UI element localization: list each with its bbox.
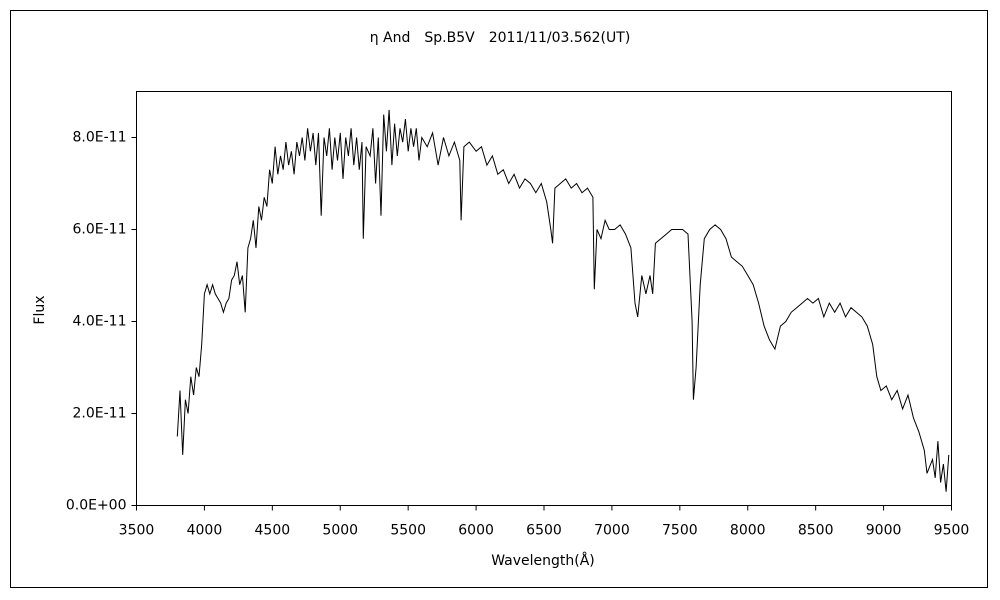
x-tick-label: 3500 [119,523,155,539]
x-tick-label: 6500 [526,523,562,539]
x-tick-label: 8000 [730,523,766,539]
x-tick-label: 5500 [390,523,426,539]
x-tick-label: 8500 [798,523,834,539]
x-tick-label: 9500 [934,523,970,539]
y-tick-label: 0.0E+00 [66,498,127,514]
spectrum-line [176,109,950,492]
x-tick-label: 7000 [594,523,630,539]
chart-title: η And Sp.B5V 2011/11/03.562(UT) [370,30,631,46]
y-tick-label: 6.0E-11 [73,222,127,238]
x-tick-label: 9000 [866,523,902,539]
x-tick-label: 4000 [187,523,223,539]
x-tick-label: 6000 [458,523,494,539]
chart-frame [10,10,988,588]
x-tick-label: 7500 [662,523,698,539]
y-axis-label: Flux [32,295,48,324]
y-tick-label: 8.0E-11 [73,130,127,146]
x-axis-label: Wavelength(Å) [491,552,595,569]
x-tick-label: 5000 [322,523,358,539]
plot-area [136,91,952,506]
y-tick-label: 4.0E-11 [73,314,127,330]
x-tick-label: 4500 [255,523,291,539]
y-tick-label: 2.0E-11 [73,406,127,422]
